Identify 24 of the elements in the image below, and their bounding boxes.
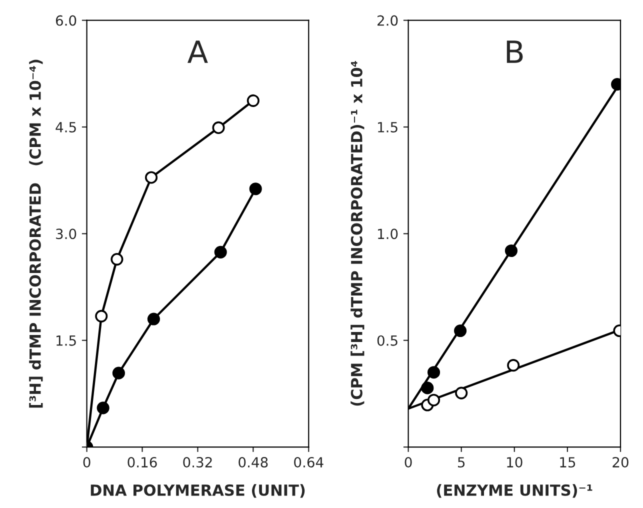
text: A (188, 40, 208, 63)
x-tick-label: 0.16 (128, 457, 157, 468)
y-tick-label: 0.5 (377, 335, 398, 346)
x-axis-title: DNA POLYMERASE (UNIT) (90, 484, 305, 498)
x-tick-label: 0.32 (183, 457, 212, 468)
y-axis-title: [³H] dTMP INCORPORATED (CPM x 10⁻⁴) (29, 60, 43, 408)
x-tick-label: 10 (507, 457, 522, 468)
y-tick-label: 1.5 (378, 122, 398, 132)
y-tick-label: 1.5 (56, 336, 76, 346)
x-tick-label: 0.64 (294, 457, 324, 468)
y-tick-label: 4.5 (56, 122, 76, 132)
x-axis-title: (ENZYME UNITS)⁻¹ (437, 484, 592, 498)
y-tick-label: 6.0 (56, 15, 76, 26)
x-tick-label: 20 (612, 457, 628, 468)
x-tick-label: 0.48 (238, 457, 268, 468)
y-tick-label: 3.0 (56, 228, 76, 240)
y-axis-title: (CPM [³H] dTMP INCORPORATED)⁻¹ x 10⁴ (350, 61, 364, 406)
x-tick-label: 5 (458, 457, 465, 468)
y-tick-label: 1.0 (378, 228, 398, 240)
x-tick-label: 0 (404, 457, 412, 468)
y-tick-label: 2.0 (378, 15, 398, 26)
x-tick-label: 15 (560, 457, 576, 468)
text: B (506, 40, 523, 63)
x-tick-label: 0 (83, 457, 90, 468)
